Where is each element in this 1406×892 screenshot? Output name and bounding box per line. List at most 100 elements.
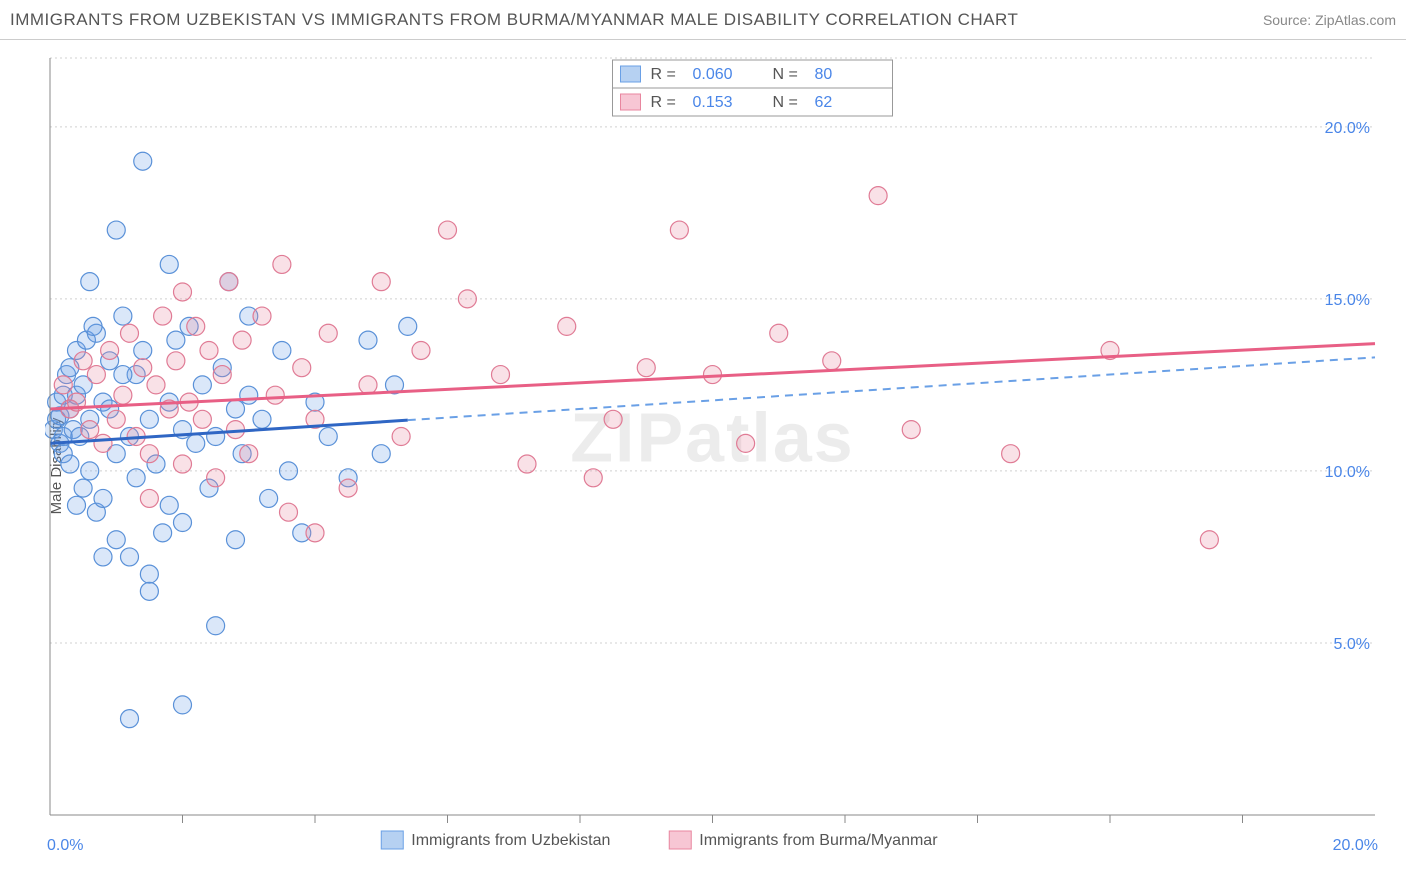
data-point [319, 324, 337, 342]
y-tick-label: 10.0% [1325, 464, 1370, 481]
data-point [84, 317, 102, 335]
data-point [94, 489, 112, 507]
data-point [114, 366, 132, 384]
data-point [134, 341, 152, 359]
data-point [147, 376, 165, 394]
data-point [372, 445, 390, 463]
data-point [253, 307, 271, 325]
x-tick-label: 20.0% [1333, 837, 1378, 854]
data-point [121, 548, 139, 566]
data-point [372, 273, 390, 291]
data-point [584, 469, 602, 487]
data-point [902, 421, 920, 439]
y-tick-label: 5.0% [1334, 636, 1370, 653]
data-point [94, 548, 112, 566]
data-point [174, 455, 192, 473]
data-point [54, 376, 72, 394]
data-point [127, 469, 145, 487]
title-bar: IMMIGRANTS FROM UZBEKISTAN VS IMMIGRANTS… [0, 0, 1406, 40]
data-point [770, 324, 788, 342]
r-label: R = [651, 66, 676, 83]
data-point [253, 410, 271, 428]
data-point [1200, 531, 1218, 549]
data-point [207, 428, 225, 446]
data-point [121, 324, 139, 342]
data-point [207, 617, 225, 635]
data-point [399, 317, 417, 335]
data-point [518, 455, 536, 473]
data-point [193, 376, 211, 394]
scatter-plot: 5.0%10.0%15.0%20.0%ZIPatlas0.0%20.0%Immi… [45, 40, 1406, 892]
data-point [240, 386, 258, 404]
data-point [74, 352, 92, 370]
data-point [558, 317, 576, 335]
source-label: Source: ZipAtlas.com [1263, 12, 1396, 28]
chart-title: IMMIGRANTS FROM UZBEKISTAN VS IMMIGRANTS… [10, 10, 1018, 30]
n-value: 80 [815, 66, 833, 83]
data-point [193, 410, 211, 428]
data-point [273, 255, 291, 273]
data-point [107, 221, 125, 239]
n-value: 62 [815, 94, 833, 111]
legend-swatch [669, 831, 691, 849]
data-point [140, 410, 158, 428]
data-point [61, 455, 79, 473]
data-point [87, 366, 105, 384]
n-label: N = [773, 66, 798, 83]
data-point [140, 582, 158, 600]
data-point [207, 469, 225, 487]
data-point [412, 341, 430, 359]
data-point [121, 710, 139, 728]
correlation-box: R =0.060N =80R =0.153N =62 [613, 60, 893, 116]
legend-label: Immigrants from Uzbekistan [411, 832, 610, 849]
data-point [439, 221, 457, 239]
r-value: 0.060 [693, 66, 733, 83]
data-point [233, 331, 251, 349]
n-label: N = [773, 94, 798, 111]
r-label: R = [651, 94, 676, 111]
chart-area: Male Disability 5.0%10.0%15.0%20.0%ZIPat… [0, 40, 1406, 892]
data-point [266, 386, 284, 404]
data-point [240, 445, 258, 463]
data-point [637, 359, 655, 377]
data-point [280, 462, 298, 480]
data-point [174, 696, 192, 714]
data-point [1002, 445, 1020, 463]
data-point [604, 410, 622, 428]
y-tick-label: 20.0% [1325, 120, 1370, 137]
data-point [140, 489, 158, 507]
data-point [359, 331, 377, 349]
data-point [167, 331, 185, 349]
data-point [81, 421, 99, 439]
data-point [306, 524, 324, 542]
data-point [107, 531, 125, 549]
data-point [319, 428, 337, 446]
data-point [273, 341, 291, 359]
data-point [670, 221, 688, 239]
data-point [74, 479, 92, 497]
data-point [174, 514, 192, 532]
data-point [227, 400, 245, 418]
data-point [114, 307, 132, 325]
data-point [187, 434, 205, 452]
data-point [737, 434, 755, 452]
data-point [101, 341, 119, 359]
data-point [869, 187, 887, 205]
data-point [160, 496, 178, 514]
data-point [293, 359, 311, 377]
data-point [154, 524, 172, 542]
data-point [107, 410, 125, 428]
data-point [114, 386, 132, 404]
data-point [213, 366, 231, 384]
legend-label: Immigrants from Burma/Myanmar [699, 832, 938, 849]
data-point [823, 352, 841, 370]
data-point [68, 496, 86, 514]
data-point [200, 341, 218, 359]
data-point [359, 376, 377, 394]
data-point [160, 255, 178, 273]
data-point [81, 273, 99, 291]
data-point [134, 152, 152, 170]
rn-swatch [621, 66, 641, 82]
data-point [458, 290, 476, 308]
data-point [174, 283, 192, 301]
